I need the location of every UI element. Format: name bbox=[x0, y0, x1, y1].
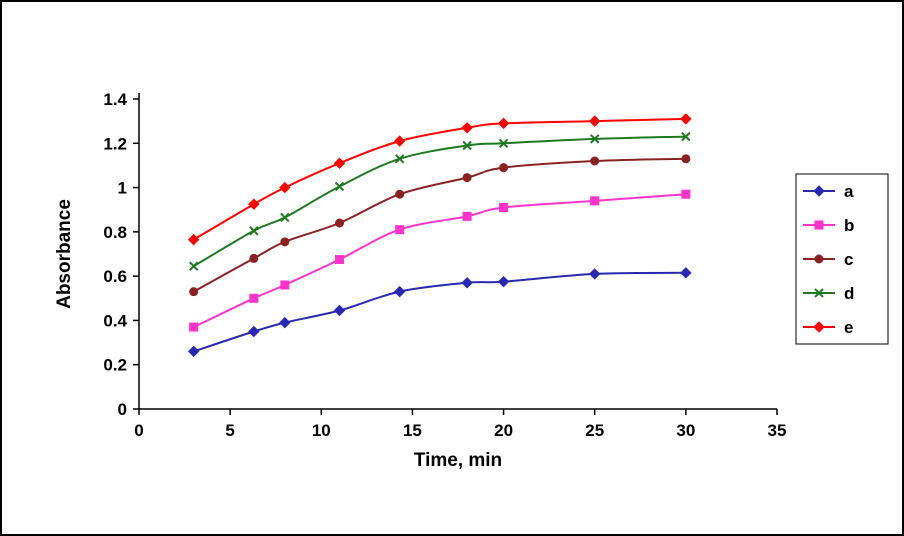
legend-item-c-marker bbox=[814, 254, 824, 264]
series-d-marker bbox=[590, 134, 600, 144]
series-b-marker bbox=[249, 293, 259, 303]
legend-item-d-marker bbox=[814, 288, 824, 298]
y-tick-label: 1.4 bbox=[103, 90, 127, 109]
series-a-marker bbox=[680, 267, 692, 279]
series-e-marker bbox=[589, 115, 601, 127]
series-a-marker bbox=[589, 268, 601, 280]
x-tick-label: 30 bbox=[676, 421, 695, 440]
series-c-marker bbox=[681, 154, 691, 164]
series-a-marker bbox=[393, 285, 406, 298]
series-d-marker bbox=[334, 181, 345, 192]
series-b-marker bbox=[462, 211, 472, 221]
series-a-marker bbox=[333, 304, 346, 317]
x-tick-label: 10 bbox=[312, 421, 331, 440]
x-tick-label: 15 bbox=[403, 421, 422, 440]
series-b-marker bbox=[280, 280, 290, 290]
series-e-marker bbox=[461, 122, 473, 134]
legend-item-d-label: d bbox=[844, 284, 854, 303]
series-b-marker bbox=[189, 322, 199, 332]
series-d-marker bbox=[681, 131, 691, 142]
series-e-marker bbox=[393, 135, 406, 147]
series-d-marker bbox=[394, 154, 405, 164]
series-b-marker bbox=[681, 189, 691, 199]
series-d-marker bbox=[280, 212, 290, 223]
x-tick-label: 25 bbox=[585, 421, 604, 440]
y-tick-label: 0.8 bbox=[103, 223, 127, 242]
legend-item-e-label: e bbox=[844, 318, 853, 337]
series-d-marker bbox=[462, 140, 472, 151]
series-a-line bbox=[193, 271, 686, 353]
x-axis-label: Time, min bbox=[414, 450, 502, 471]
series-d-marker bbox=[498, 138, 509, 148]
x-tick-label: 0 bbox=[134, 421, 143, 440]
legend-item-e-marker bbox=[813, 321, 825, 333]
series-e-marker bbox=[680, 113, 692, 125]
y-tick-label: 1 bbox=[118, 179, 127, 198]
legend-item-c-label: c bbox=[844, 250, 853, 269]
series-c-marker bbox=[335, 218, 345, 228]
series-c-marker bbox=[249, 253, 259, 263]
y-axis-label: Absorbance bbox=[54, 199, 75, 309]
legend-item-b-marker bbox=[814, 220, 824, 230]
series-c-marker bbox=[590, 156, 600, 166]
series-d-line bbox=[193, 135, 686, 268]
series-d-marker bbox=[249, 226, 259, 236]
series-d-marker bbox=[188, 261, 199, 271]
series-a-marker bbox=[461, 277, 473, 289]
series-b-marker bbox=[335, 255, 345, 265]
y-tick-label: 0 bbox=[118, 400, 127, 419]
legend-item-a-marker bbox=[813, 185, 825, 197]
series-b-marker bbox=[590, 196, 600, 206]
series-a-marker bbox=[187, 345, 200, 358]
series-a-marker bbox=[279, 316, 291, 329]
series-a-marker bbox=[497, 275, 510, 288]
series-b-line bbox=[193, 193, 686, 329]
x-tick-label: 20 bbox=[494, 421, 513, 440]
x-tick-label: 5 bbox=[225, 421, 234, 440]
y-tick-label: 0.4 bbox=[103, 311, 127, 330]
series-c-marker bbox=[499, 163, 509, 173]
series-c-marker bbox=[395, 189, 405, 199]
series-e-marker bbox=[248, 198, 260, 210]
series-e-marker bbox=[279, 181, 291, 194]
y-tick-label: 1.2 bbox=[103, 134, 127, 153]
series-e-marker bbox=[187, 233, 200, 246]
series-c-marker bbox=[189, 287, 199, 297]
series-c-marker bbox=[280, 237, 290, 247]
series-e-marker bbox=[497, 117, 510, 130]
legend-item-a-label: a bbox=[844, 182, 854, 201]
series-e-marker bbox=[333, 157, 346, 169]
series-b-marker bbox=[499, 203, 509, 212]
legend-item-b-label: b bbox=[844, 216, 854, 235]
y-tick-label: 0.2 bbox=[103, 356, 127, 375]
y-tick-label: 0.6 bbox=[103, 267, 127, 286]
series-c-marker bbox=[462, 173, 472, 183]
series-a-marker bbox=[248, 325, 260, 338]
x-tick-label: 35 bbox=[768, 421, 787, 440]
series-b-marker bbox=[395, 225, 405, 235]
